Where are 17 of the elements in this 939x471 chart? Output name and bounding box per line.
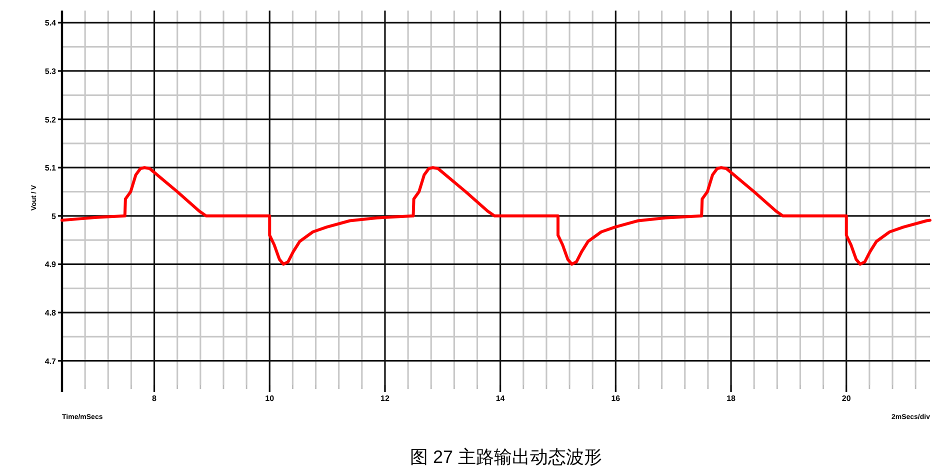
x-tick-label: 12	[380, 394, 390, 403]
x-tick-label: 10	[265, 394, 275, 403]
x-tick-label: 8	[152, 394, 158, 403]
y-tick-label: 5.2	[44, 115, 57, 124]
y-tick-label: 4.7	[44, 356, 57, 366]
x-tick-label: 16	[611, 394, 621, 403]
x-tick-label: 20	[842, 394, 852, 403]
y-tick-label: 5	[52, 212, 57, 221]
y-tick-label: 5.4	[44, 18, 57, 28]
line-series	[60, 166, 932, 266]
y-tick-label: 5.3	[44, 66, 57, 76]
y-tick-label: 4.9	[44, 260, 57, 270]
caption: 图 27 主路输出动态波形	[410, 447, 602, 467]
x-tick-label: 18	[726, 394, 736, 403]
y-tick-label: 4.8	[44, 308, 57, 318]
x-tick-label: 14	[496, 394, 506, 403]
y-tick-label: 5.1	[44, 164, 57, 173]
